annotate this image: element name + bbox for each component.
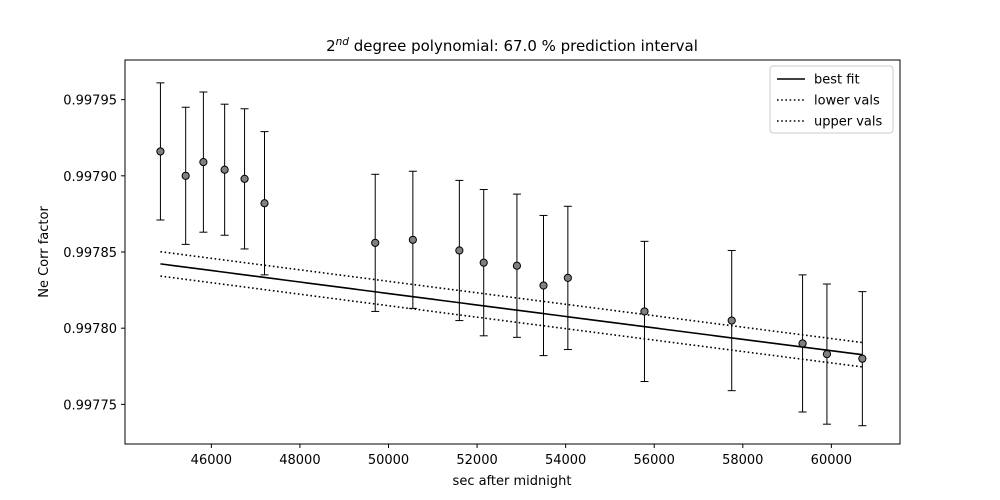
data-point [563, 273, 572, 283]
data-point [798, 339, 807, 348]
data-point [479, 258, 488, 267]
data-point [240, 174, 249, 183]
data-point [822, 349, 832, 359]
data-point [408, 235, 417, 244]
legend-label: upper vals [814, 115, 882, 130]
legend-label: best fit [814, 73, 860, 88]
y-tick-label: 0.99790 [63, 170, 117, 185]
legend: best fit lower vals upper vals [769, 65, 894, 134]
legend-box [769, 65, 894, 134]
x-axis: 46000 48000 50000 52000 54000 56000 58000 60000 [191, 444, 852, 468]
x-tick-label: 52000 [456, 453, 497, 468]
data-point [199, 157, 208, 167]
data-point [455, 246, 464, 255]
x-tick-label: 54000 [545, 453, 586, 468]
y-axis: 0.99775 0.99780 0.99785 0.99790 0.99795 [63, 94, 125, 413]
legend-label: lower vals [814, 94, 880, 109]
y-axis-label: Ne Corr factor [37, 206, 52, 298]
x-axis-label: sec after midnight [453, 474, 572, 489]
x-tick-label: 46000 [191, 453, 232, 468]
x-tick-label: 56000 [634, 453, 675, 468]
series-line-lower-vals [160, 275, 863, 368]
x-tick-label: 58000 [722, 453, 763, 468]
data-point [640, 307, 649, 316]
x-tick-label: 48000 [279, 453, 320, 468]
y-tick-label: 0.99775 [63, 398, 117, 413]
data-point [727, 316, 736, 325]
data-point [156, 147, 165, 156]
data-point [260, 199, 269, 208]
chart-title: 2nd degree polynomial: 67.0 % prediction… [326, 36, 698, 55]
series-line-upper-vals [160, 250, 863, 344]
y-tick-label: 0.99795 [63, 94, 117, 109]
x-tick-label: 60000 [811, 453, 852, 468]
data-point [539, 281, 548, 290]
plot-area [156, 82, 867, 427]
y-tick-label: 0.99785 [63, 246, 117, 261]
data-point [181, 171, 190, 180]
x-tick-label: 50000 [368, 453, 409, 468]
y-tick-label: 0.99780 [63, 322, 117, 337]
series-line-best-fit [160, 263, 863, 356]
data-point [371, 238, 380, 247]
data-point [858, 354, 867, 363]
data-point [220, 165, 229, 174]
data-point [512, 261, 522, 270]
